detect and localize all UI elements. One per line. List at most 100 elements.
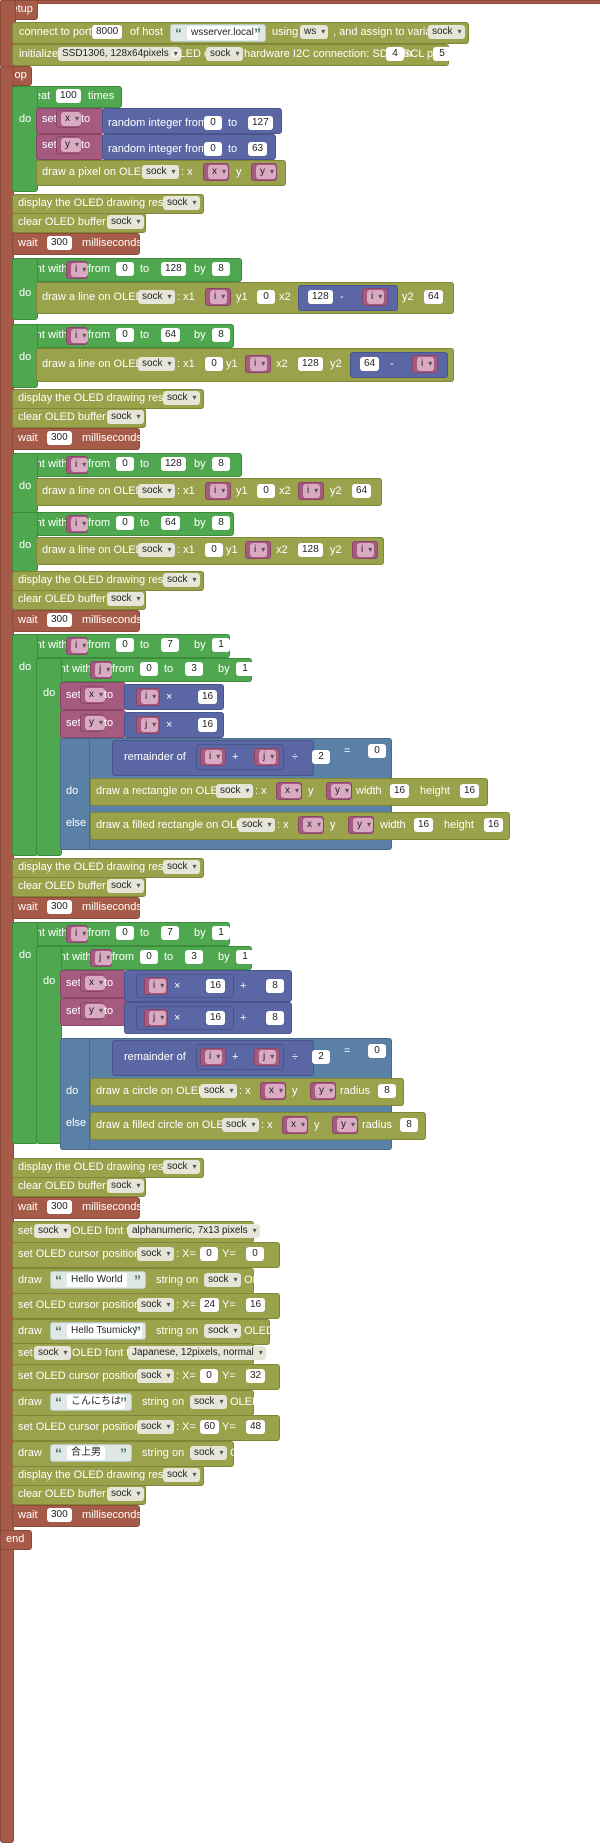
dropdown[interactable]: sock xyxy=(34,1224,71,1238)
number-field[interactable]: 0 xyxy=(140,950,158,964)
dropdown[interactable]: sock xyxy=(34,1346,71,1360)
dropdown[interactable]: sock xyxy=(107,410,144,424)
number-field[interactable]: 7 xyxy=(161,926,179,940)
draw-circle-block[interactable] xyxy=(90,1078,404,1106)
dropdown[interactable]: sock xyxy=(204,1324,241,1338)
dropdown[interactable]: sock xyxy=(107,215,144,229)
variable-block[interactable]: i xyxy=(205,482,231,500)
variable-block[interactable]: i xyxy=(298,482,324,500)
variable-block[interactable]: y xyxy=(80,1002,105,1020)
number-field[interactable]: 16 xyxy=(198,718,218,732)
number-field[interactable]: 128 xyxy=(298,543,323,557)
variable-block[interactable]: i xyxy=(136,688,160,706)
number-field[interactable]: 0 xyxy=(200,1247,218,1261)
number-field[interactable]: 0 xyxy=(140,662,158,676)
variable-block[interactable]: x xyxy=(298,816,324,834)
string-block[interactable]: “ 合上男 ” xyxy=(50,1444,132,1462)
variable-dropdown[interactable]: i xyxy=(367,290,385,304)
number-field[interactable]: 63 xyxy=(248,142,268,156)
variable-dropdown[interactable]: j xyxy=(149,1011,167,1025)
string-value[interactable]: こんにちは xyxy=(67,1395,125,1409)
dropdown[interactable]: sock xyxy=(138,290,175,304)
variable-block[interactable]: i xyxy=(200,748,226,766)
number-field[interactable]: 8 xyxy=(212,516,230,530)
number-field[interactable]: 48 xyxy=(246,1420,266,1434)
variable-dropdown[interactable]: i xyxy=(141,690,159,704)
variable-dropdown[interactable]: x xyxy=(287,1118,307,1132)
number-field[interactable]: 1 xyxy=(212,926,230,940)
string-block[interactable]: “ Hello Tsumicky” xyxy=(50,1322,146,1340)
number-field[interactable]: 0 xyxy=(368,1044,386,1058)
variable-dropdown[interactable]: j xyxy=(141,718,159,732)
variable-block[interactable]: i xyxy=(200,1048,226,1066)
number-field[interactable]: 8 xyxy=(400,1118,418,1132)
dropdown[interactable]: sock xyxy=(107,1179,144,1193)
dropdown[interactable]: sock xyxy=(190,1395,227,1409)
variable-dropdown[interactable]: i xyxy=(71,458,89,472)
number-field[interactable]: 1 xyxy=(236,662,254,676)
variable-dropdown[interactable]: i xyxy=(71,517,89,531)
variable-block[interactable]: y xyxy=(80,714,105,732)
variable-dropdown[interactable]: i xyxy=(417,357,435,371)
variable-block[interactable]: j xyxy=(90,949,113,967)
number-field[interactable]: 8 xyxy=(212,457,230,471)
wait-ms[interactable]: 300 xyxy=(47,900,72,914)
number-field[interactable]: 0 xyxy=(205,543,223,557)
number-field[interactable]: 16 xyxy=(390,784,410,798)
number-field[interactable]: 127 xyxy=(248,116,273,130)
dropdown[interactable]: sock xyxy=(163,573,200,587)
number-field[interactable]: 8 xyxy=(212,328,230,342)
number-field[interactable]: 3 xyxy=(185,950,203,964)
variable-block[interactable]: i xyxy=(144,977,168,995)
variable-block[interactable]: x xyxy=(282,1116,308,1134)
number-field[interactable]: 64 xyxy=(352,484,372,498)
number-field[interactable]: 8 xyxy=(378,1084,396,1098)
dropdown[interactable]: sock xyxy=(137,1247,174,1261)
wait-ms[interactable]: 300 xyxy=(47,1200,72,1214)
variable-block[interactable]: x xyxy=(56,110,81,128)
number-field[interactable]: 0 xyxy=(257,290,275,304)
wait-block[interactable] xyxy=(12,897,140,919)
dropdown[interactable]: sock xyxy=(163,860,200,874)
variable-dropdown[interactable]: j xyxy=(95,951,113,965)
number-field[interactable]: 0 xyxy=(116,328,134,342)
number-field[interactable]: 0 xyxy=(116,638,134,652)
number-field[interactable]: 24 xyxy=(200,1298,220,1312)
dropdown[interactable]: sock xyxy=(138,357,175,371)
protocol-dropdown[interactable]: ws xyxy=(300,25,329,39)
variable-block[interactable]: i xyxy=(245,355,271,373)
number-field[interactable]: 0 xyxy=(368,744,386,758)
variable-dropdown[interactable]: i xyxy=(71,639,89,653)
variable-block[interactable]: x xyxy=(260,1082,286,1100)
number-field[interactable]: 128 xyxy=(161,457,186,471)
string-value[interactable]: wsserver.local xyxy=(187,26,258,40)
font-dropdown[interactable]: Japanese, 12pixels, normal xyxy=(128,1346,266,1360)
number-field[interactable]: 3 xyxy=(185,662,203,676)
number-field[interactable]: 16 xyxy=(414,818,434,832)
variable-dropdown[interactable]: y xyxy=(353,818,373,832)
number-field[interactable]: 32 xyxy=(246,1369,266,1383)
number-field[interactable]: 1 xyxy=(236,950,254,964)
variable-dropdown[interactable]: x xyxy=(265,1084,285,1098)
wait-ms[interactable]: 300 xyxy=(47,1508,72,1522)
string-block[interactable]: “ wsserver.local” xyxy=(170,24,266,42)
variable-dropdown[interactable]: i xyxy=(205,750,223,764)
variable-block[interactable]: i xyxy=(66,515,89,533)
wait-ms[interactable]: 300 xyxy=(47,236,72,250)
number-field[interactable]: 0 xyxy=(205,357,223,371)
number-field[interactable]: 0 xyxy=(257,484,275,498)
variable-dropdown[interactable]: i xyxy=(205,1050,223,1064)
dropdown[interactable]: sock xyxy=(222,1118,259,1132)
sda-field[interactable]: 4 xyxy=(386,47,404,61)
variable-dropdown[interactable]: j xyxy=(259,750,277,764)
wait-block[interactable] xyxy=(12,233,140,255)
string-value[interactable]: Hello Tsumicky xyxy=(67,1324,142,1338)
variable-dropdown[interactable]: x xyxy=(85,976,105,990)
number-field[interactable]: 1 xyxy=(212,638,230,652)
number-field[interactable]: 2 xyxy=(312,750,330,764)
dropdown[interactable]: sock xyxy=(163,391,200,405)
variable-block[interactable]: i xyxy=(66,925,89,943)
variable-block[interactable]: i xyxy=(66,327,89,345)
dropdown[interactable]: sock xyxy=(142,165,179,179)
number-field[interactable]: 7 xyxy=(161,638,179,652)
